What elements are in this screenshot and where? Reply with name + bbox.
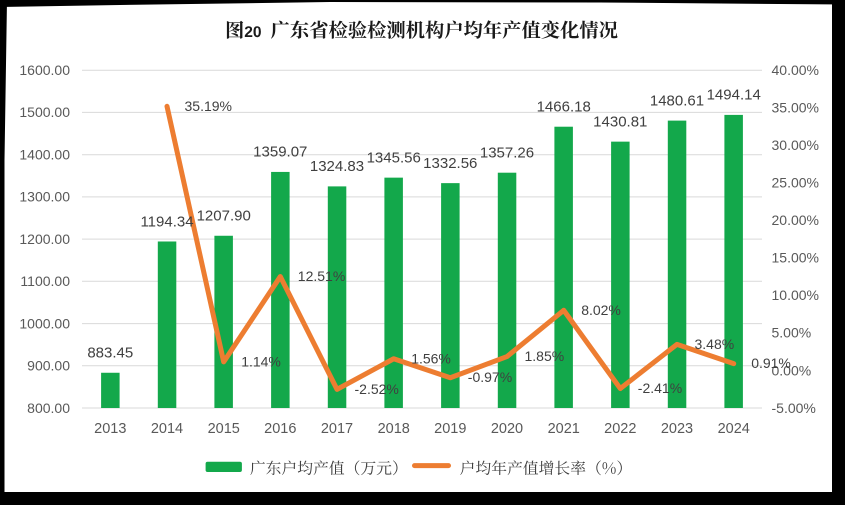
svg-text:2017: 2017	[321, 421, 353, 437]
svg-text:0.00%: 0.00%	[772, 362, 812, 378]
svg-text:1.14%: 1.14%	[241, 353, 281, 369]
svg-text:883.45: 883.45	[87, 345, 133, 362]
svg-text:1100.00: 1100.00	[20, 273, 70, 289]
svg-text:1.56%: 1.56%	[411, 350, 451, 366]
svg-text:20.00%: 20.00%	[772, 212, 819, 228]
svg-text:2022: 2022	[604, 421, 636, 437]
svg-text:1400.00: 1400.00	[19, 147, 70, 163]
svg-text:10.00%: 10.00%	[772, 287, 819, 303]
svg-text:1000.00: 1000.00	[19, 315, 70, 331]
svg-text:2016: 2016	[264, 421, 296, 437]
svg-text:1357.26: 1357.26	[480, 145, 534, 162]
svg-text:8.02%: 8.02%	[581, 302, 621, 318]
svg-text:1500.00: 1500.00	[19, 104, 70, 120]
svg-text:1.85%: 1.85%	[525, 348, 565, 364]
svg-text:-5.00%: -5.00%	[772, 400, 816, 416]
svg-text:1359.07: 1359.07	[253, 144, 307, 161]
svg-text:0.91%: 0.91%	[751, 355, 791, 371]
svg-text:-2.41%: -2.41%	[638, 380, 682, 396]
svg-text:2023: 2023	[661, 421, 693, 437]
svg-text:2013: 2013	[94, 421, 126, 437]
svg-text:2021: 2021	[548, 421, 580, 437]
svg-text:1600.00: 1600.00	[19, 62, 70, 78]
svg-text:1194.34: 1194.34	[140, 213, 193, 230]
svg-text:25.00%: 25.00%	[772, 175, 819, 191]
svg-text:-0.97%: -0.97%	[468, 369, 512, 385]
svg-text:1200.00: 1200.00	[19, 231, 70, 247]
svg-text:40.00%: 40.00%	[772, 62, 819, 78]
svg-text:1207.90: 1207.90	[197, 208, 251, 225]
svg-text:2018: 2018	[378, 421, 410, 437]
svg-text:3.48%: 3.48%	[695, 336, 735, 352]
svg-text:30.00%: 30.00%	[772, 137, 819, 153]
svg-text:35.00%: 35.00%	[772, 100, 819, 116]
svg-text:900.00: 900.00	[27, 358, 70, 374]
svg-text:800.00: 800.00	[27, 400, 70, 416]
svg-text:1466.18: 1466.18	[537, 99, 591, 116]
svg-text:1480.61: 1480.61	[650, 92, 704, 109]
svg-text:1332.56: 1332.56	[423, 155, 477, 172]
svg-text:15.00%: 15.00%	[772, 250, 819, 266]
svg-text:2020: 2020	[491, 421, 523, 437]
svg-text:1300.00: 1300.00	[19, 189, 70, 205]
svg-text:35.19%: 35.19%	[185, 98, 232, 114]
svg-text:1430.81: 1430.81	[593, 113, 647, 130]
svg-text:2014: 2014	[151, 421, 183, 437]
svg-text:2024: 2024	[718, 421, 750, 437]
svg-text:1324.83: 1324.83	[310, 158, 364, 175]
svg-text:5.00%: 5.00%	[772, 325, 812, 341]
svg-text:12.51%: 12.51%	[298, 268, 345, 284]
svg-text:2019: 2019	[434, 421, 466, 437]
svg-text:-2.52%: -2.52%	[355, 381, 399, 397]
svg-text:1345.56: 1345.56	[367, 149, 421, 166]
svg-text:1494.14: 1494.14	[707, 87, 761, 104]
svg-text:2015: 2015	[208, 421, 240, 437]
